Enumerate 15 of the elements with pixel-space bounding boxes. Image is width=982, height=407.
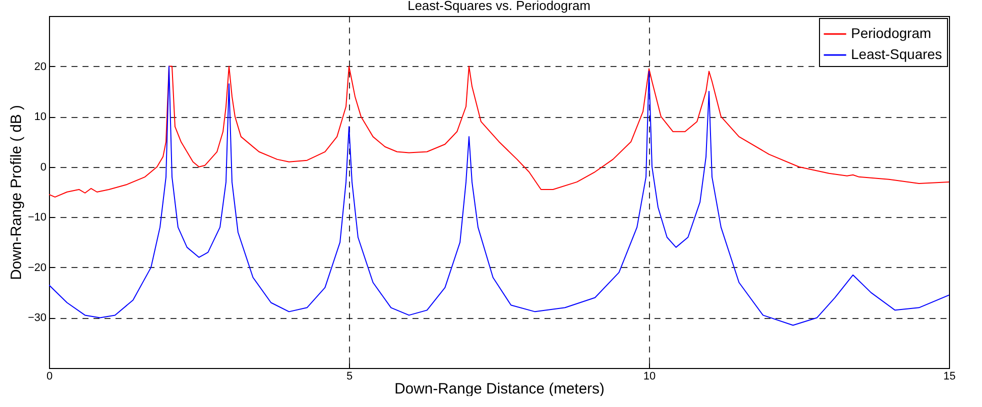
chart-title: Least-Squares vs. Periodogram [408, 0, 590, 13]
x-tick-label: 15 [943, 370, 956, 382]
x-tick-label: 10 [643, 370, 656, 382]
y-axis-title: Down-Range Profile ( dB ) [8, 104, 25, 280]
legend-label: Least-Squares [851, 46, 942, 62]
y-tick-label: 10 [34, 111, 46, 124]
y-tick-label: −20 [28, 262, 46, 274]
y-tick-label: 20 [34, 60, 46, 73]
legend-label: Periodogram [851, 25, 932, 41]
x-tick-label: 5 [346, 370, 353, 382]
y-tick-label: 0 [40, 161, 46, 174]
y-tick-label: −30 [28, 312, 46, 324]
line-series [49, 66, 949, 326]
line-series [49, 66, 949, 198]
y-tick-label: −10 [28, 212, 46, 224]
